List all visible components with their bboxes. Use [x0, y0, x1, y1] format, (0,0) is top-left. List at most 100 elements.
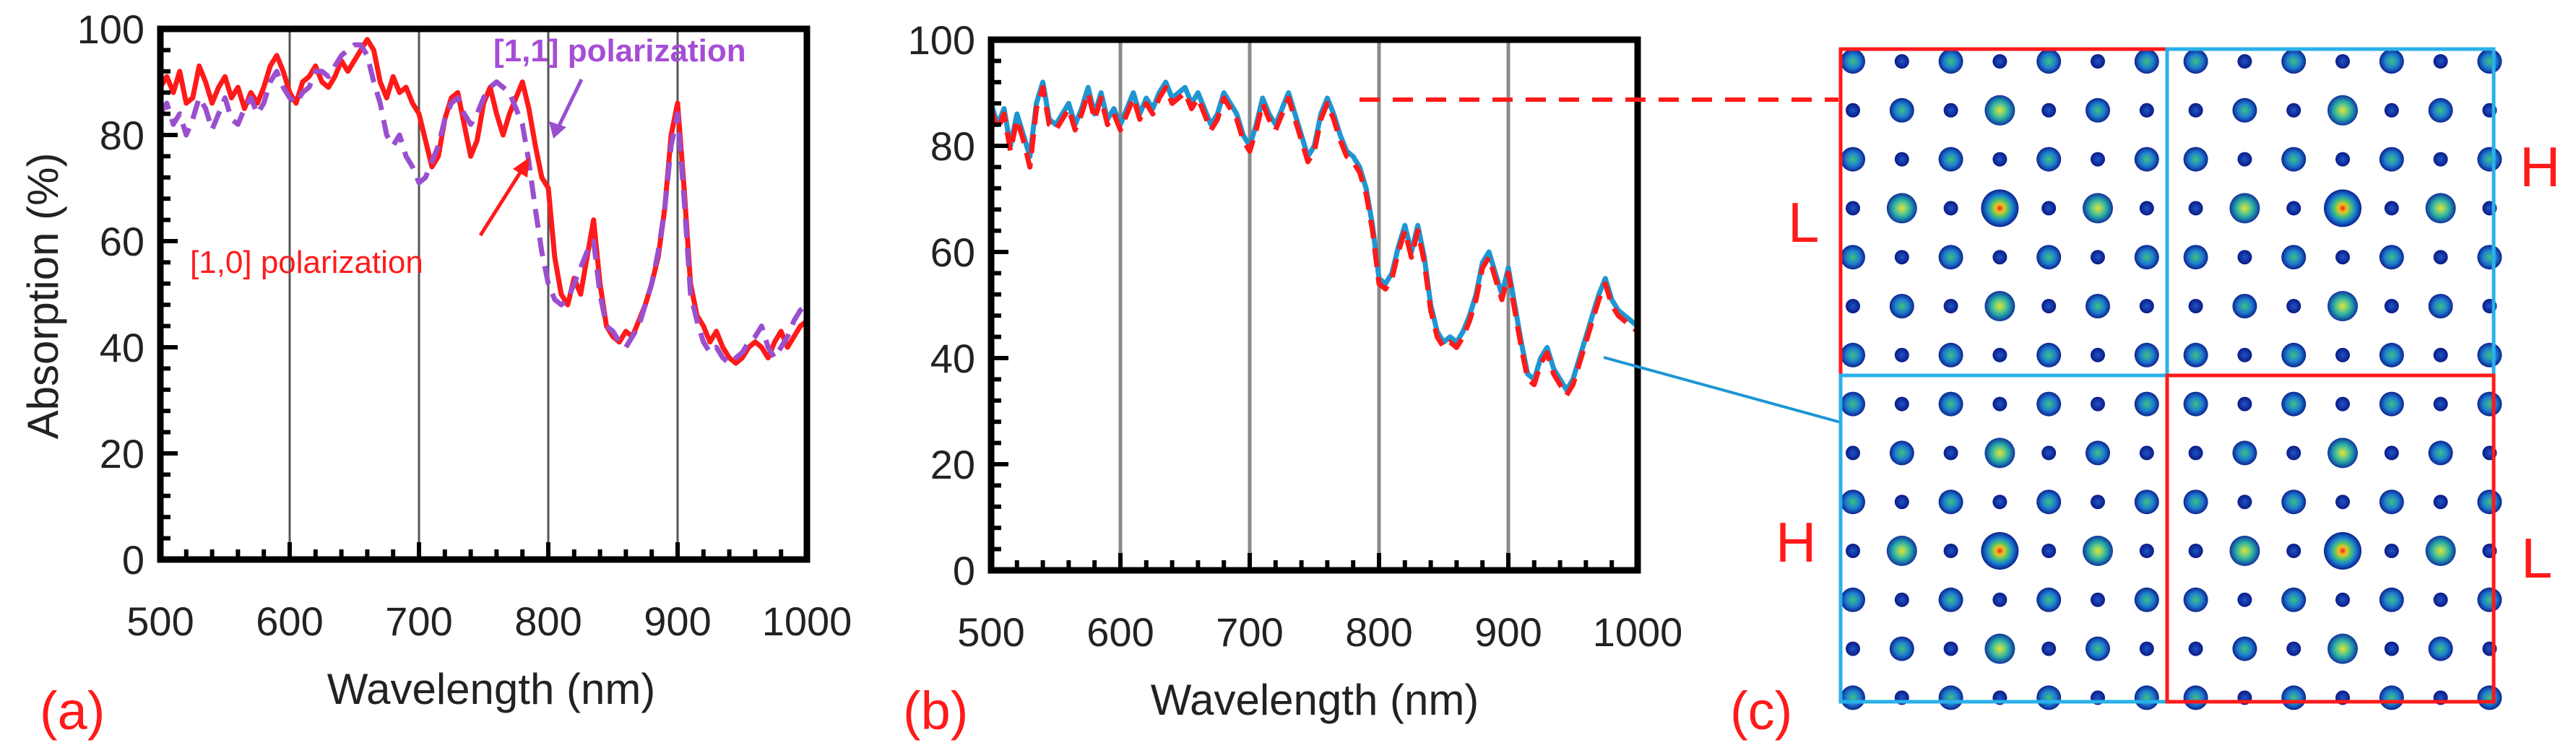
- field-spot: [2036, 685, 2062, 710]
- field-spot: [2134, 147, 2159, 172]
- field-spot: [2139, 445, 2154, 461]
- field-spot: [2477, 49, 2502, 74]
- field-spot: [2183, 49, 2208, 74]
- field-spot: [2036, 587, 2062, 612]
- field-spot: [2232, 97, 2257, 123]
- field-spot: [2379, 49, 2404, 74]
- field-spot: [2237, 152, 2252, 167]
- panel-b-ytick-label: 100: [908, 17, 975, 63]
- field-spot: [1841, 49, 1865, 74]
- field-spot: [2139, 641, 2154, 656]
- panel-b-xtick-label: 800: [1345, 609, 1412, 655]
- field-spot: [2036, 245, 2062, 270]
- field-spot: [1943, 544, 1958, 558]
- field-spot: [2091, 592, 2105, 607]
- panel-b-ytick-label: 0: [953, 548, 975, 593]
- field-spot: [2425, 536, 2456, 566]
- field-spot: [1889, 294, 1914, 318]
- field-spot: [2086, 294, 2110, 318]
- field-spot: [2324, 532, 2361, 570]
- field-spot: [2091, 250, 2105, 265]
- field-spot: [2091, 495, 2105, 510]
- field-spot: [2328, 633, 2358, 664]
- panel-b-xtick-label: 700: [1216, 609, 1283, 655]
- field-spot: [2384, 641, 2399, 656]
- field-spot: [2477, 587, 2502, 612]
- field-spot: [2335, 592, 2350, 607]
- field-spot: [2229, 536, 2260, 566]
- panel-b-ytick-label: 40: [930, 336, 975, 381]
- field-spot: [1992, 347, 2007, 362]
- field-spot: [2328, 291, 2358, 321]
- field-spot: [2183, 587, 2208, 612]
- panel-b-ytick-label: 20: [930, 442, 975, 487]
- field-spot: [2384, 544, 2399, 558]
- panel-a-ytick-label: 100: [77, 6, 144, 52]
- field-spot: [1943, 103, 1958, 118]
- panel-b-xtick-label: 1000: [1593, 609, 1683, 655]
- field-spot: [2041, 445, 2057, 461]
- field-spot: [1846, 103, 1860, 118]
- field-spot: [2335, 347, 2350, 362]
- field-spot: [2083, 536, 2113, 566]
- field-spot: [1846, 299, 1860, 313]
- field-spot: [2379, 685, 2404, 710]
- panel-a-chart: 500 600 700 800 900 1000 0 20 40 60 80 100 Absorpti…: [19, 6, 852, 741]
- field-spot: [1938, 685, 1963, 710]
- field-spot: [1992, 495, 2007, 510]
- field-spot: [2183, 489, 2208, 515]
- field-spot: [2328, 95, 2358, 126]
- panel-b-series-0-line: [988, 79, 1640, 393]
- field-spot: [2188, 445, 2203, 461]
- panel-a-xlabel: Wavelength (nm): [327, 665, 656, 713]
- field-spot: [2134, 587, 2159, 612]
- field-spot: [2379, 342, 2404, 367]
- field-spot: [1938, 489, 1963, 515]
- panel-a-ytick-label: 0: [122, 537, 144, 583]
- field-spot: [2425, 193, 2456, 224]
- field-spot: [1984, 633, 2015, 664]
- field-spot: [2134, 391, 2159, 417]
- arrow-pol10: [478, 169, 524, 237]
- field-spot: [2384, 201, 2399, 216]
- panel-a-series: [158, 37, 809, 366]
- field-spot: [2083, 193, 2113, 224]
- field-spot: [2134, 342, 2159, 367]
- panel-b-xtick-label: 600: [1086, 609, 1154, 655]
- quadrant-tr-label: H: [2520, 135, 2560, 199]
- field-spot: [1938, 245, 1963, 270]
- panel-a-series-0-line: [158, 37, 809, 366]
- field-spot: [2433, 54, 2448, 69]
- panel-b-series-1-line: [988, 84, 1640, 398]
- field-spot: [1841, 685, 1865, 710]
- quadrant-br-frame: [2165, 373, 2496, 704]
- field-spot: [2384, 299, 2399, 313]
- field-spot: [2281, 49, 2307, 74]
- panel-a-ylabel: Absorption (%): [19, 153, 67, 440]
- field-spot: [2183, 147, 2208, 172]
- panel-b-ticks: 500 600 700 800 900 1000 0 20 40 60 80 100: [908, 17, 1683, 655]
- field-spot: [1886, 536, 1917, 566]
- field-spot: [2036, 49, 2062, 74]
- field-spot: [1889, 636, 1914, 661]
- field-spot: [2091, 152, 2105, 167]
- field-spot: [2036, 391, 2062, 417]
- field-spot: [1984, 95, 2015, 126]
- field-spot: [2428, 294, 2453, 318]
- arrowhead-pol10-icon: [513, 157, 530, 178]
- field-spot: [2086, 440, 2110, 466]
- field-spot: [2188, 299, 2203, 313]
- panel-b-series: [988, 79, 1640, 398]
- field-spot: [2134, 489, 2159, 515]
- field-spot: [2237, 250, 2252, 265]
- panel-a-frame: [157, 25, 811, 563]
- field-spot: [2335, 54, 2350, 69]
- field-spot: [2384, 103, 2399, 118]
- field-spot: [2428, 440, 2453, 466]
- field-spot: [2036, 342, 2062, 367]
- field-spot: [1943, 201, 1958, 216]
- panel-c-field-maps: L H H L (c): [1730, 47, 2560, 741]
- panel-a-label: (a): [40, 681, 105, 741]
- field-spot: [2286, 103, 2301, 118]
- field-spot: [1938, 587, 1963, 612]
